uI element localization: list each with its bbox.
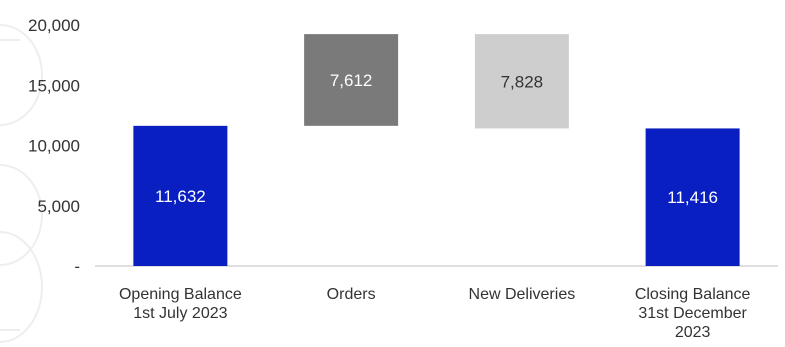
data-label: 7,612 xyxy=(330,71,373,90)
x-category-label: Opening Balance 1st July 2023 xyxy=(119,286,242,322)
y-tick-label: 10,000 xyxy=(28,137,80,156)
y-tick-label: 20,000 xyxy=(28,16,80,35)
background-watermark xyxy=(0,24,43,343)
y-axis: - 5,000 10,000 15,000 20,000 xyxy=(28,16,80,276)
data-label: 11,416 xyxy=(667,188,718,207)
y-tick-label: 15,000 xyxy=(28,76,80,95)
x-category-label: Orders xyxy=(327,286,376,303)
x-category-label: Closing Balance 31st December 2023 xyxy=(635,286,751,341)
y-tick-label: 5,000 xyxy=(37,197,80,216)
x-axis-labels: Opening Balance 1st July 2023 Orders New De… xyxy=(119,286,751,341)
data-label: 7,828 xyxy=(501,72,544,91)
data-label: 11,632 xyxy=(155,187,206,206)
bar xyxy=(133,125,228,266)
x-category-label: New Deliveries xyxy=(469,286,576,303)
bar xyxy=(645,128,740,266)
bar xyxy=(304,34,399,126)
bar xyxy=(474,34,569,129)
bars: 11,632 7,612 7,828 11,416 xyxy=(133,34,740,266)
y-tick-label: - xyxy=(74,257,80,276)
